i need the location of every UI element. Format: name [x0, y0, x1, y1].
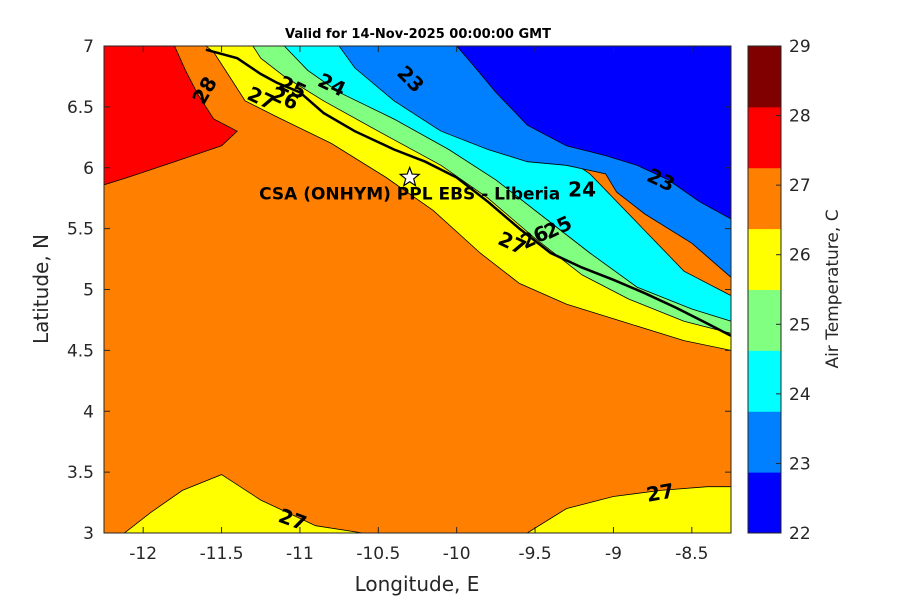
y-tick-label: 5.5: [67, 220, 94, 240]
colorbar-segment: [748, 106, 781, 169]
x-axis-label: Longitude, E: [355, 572, 480, 596]
colorbar-tick-label: 22: [789, 524, 811, 544]
colorbar-segment: [748, 46, 781, 108]
coastline: [205, 48, 731, 337]
colorbar-segment: [748, 167, 781, 230]
y-tick-label: 3: [83, 524, 94, 544]
colorbar-frame: [747, 45, 782, 534]
colorbar-tick-label: 24: [789, 385, 811, 405]
y-tick-label: 4: [83, 402, 94, 422]
map-title: Valid for 14-Nov-2025 00:00:00 GMT: [285, 27, 551, 42]
colorbar-tick-label: 27: [789, 176, 811, 196]
x-tick-label: -11.5: [200, 544, 244, 564]
colorbar-tick-label: 28: [789, 107, 811, 127]
y-tick-label: 7: [83, 37, 94, 57]
x-tick-label: -11: [286, 544, 314, 564]
y-axis-ticks: 3 3.5 4 4.5 5 5.5 6 6.5 7: [67, 37, 731, 544]
temperature-region-26-27: [104, 474, 363, 533]
y-tick-label: 5: [83, 281, 94, 301]
y-axis-label: Latitude, N: [29, 234, 53, 344]
colorbar-ticks: 22 23 24 25 26 27 28 29: [776, 37, 811, 544]
colorbar-tick-label: 23: [789, 454, 811, 474]
station-marker-group: CSA (ONHYM) PPL EBS - Liberia: [259, 165, 560, 204]
y-tick-label: 6.5: [67, 98, 94, 118]
x-tick-label: -9: [605, 544, 622, 564]
colorbar-label: Air Temperature, C: [823, 209, 843, 368]
x-tick-label: -12: [129, 544, 157, 564]
colorbar-tick-label: 26: [789, 246, 811, 266]
x-tick-label: -9.5: [518, 544, 551, 564]
colorbar-segment: [748, 411, 781, 473]
colorbar: [747, 45, 782, 534]
colorbar-tick-label: 25: [789, 315, 811, 335]
x-tick-label: -8.5: [675, 544, 708, 564]
contour-label: 27: [644, 478, 676, 506]
temperature-region-22-23: [456, 46, 731, 220]
y-tick-label: 3.5: [67, 463, 94, 483]
y-tick-label: 6: [83, 159, 94, 179]
temperature-region-26-27: [526, 486, 731, 533]
x-tick-label: -10.5: [356, 544, 400, 564]
colorbar-segment: [748, 228, 781, 290]
x-tick-label: -10: [443, 544, 471, 564]
colorbar-segment: [748, 350, 781, 412]
station-star-icon: [398, 165, 421, 187]
x-axis-ticks: -12 -11.5 -11 -10.5 -10 -9.5 -9 -8.5: [129, 46, 708, 564]
station-label: CSA (ONHYM) PPL EBS - Liberia: [259, 184, 560, 204]
y-tick-label: 4.5: [67, 341, 94, 361]
colorbar-segment: [748, 472, 781, 534]
contour-label: 24: [568, 177, 596, 201]
colorbar-segment: [748, 289, 781, 351]
temperature-region-27-28: [104, 46, 238, 186]
colorbar-tick-label: 29: [789, 37, 811, 57]
